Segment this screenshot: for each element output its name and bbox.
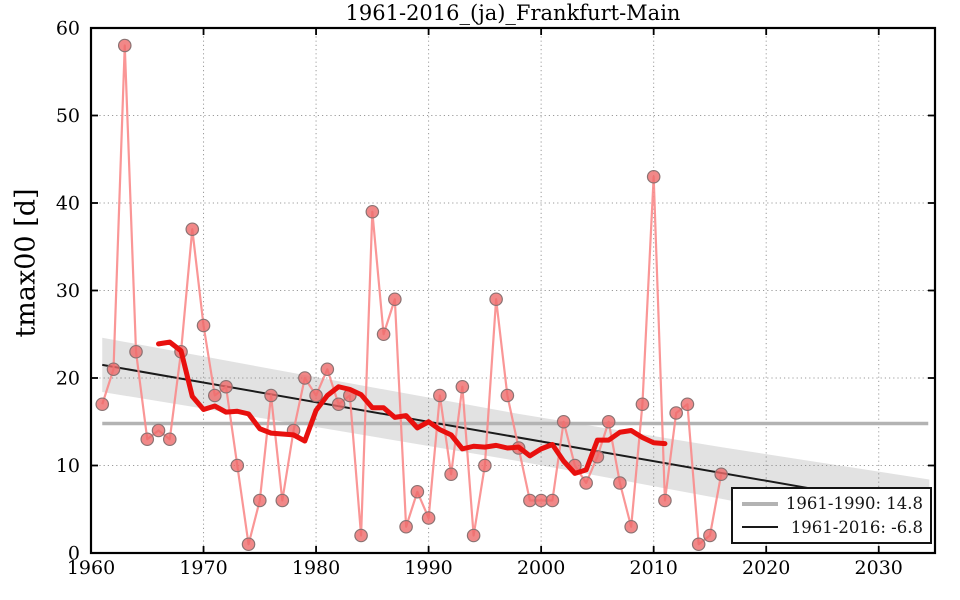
data-point <box>635 397 650 412</box>
data-point <box>669 406 683 420</box>
running-mean-line <box>156 339 668 476</box>
data-point <box>421 511 436 525</box>
data-point <box>545 493 560 508</box>
data-point <box>624 519 638 534</box>
legend-label-reference-mean: 1961-1990: 14.8 <box>785 494 923 514</box>
legend-label-trend: 1961-2016: -6.8 <box>790 517 923 537</box>
data-point <box>433 388 447 403</box>
data-point <box>478 458 492 473</box>
data-point <box>703 528 717 543</box>
axis-tick-labels: 1960 1970 1980 1990 2000 2010 2020 203001020304… <box>56 18 903 580</box>
data-point <box>556 414 571 429</box>
data-point <box>579 476 593 490</box>
data-point <box>207 388 222 403</box>
y-tick-label: 60 <box>56 18 80 40</box>
data-point <box>388 292 402 307</box>
data-point <box>399 519 413 534</box>
data-point <box>162 432 177 447</box>
data-point <box>106 362 121 377</box>
legend: 1961-1990: 14.8 1961-2016: -6.8 <box>731 487 932 544</box>
chart-title: 1961-2016_(ja)_Frankfurt-Main <box>345 1 681 25</box>
data-point <box>95 397 110 412</box>
data-point <box>252 493 267 508</box>
data-point <box>410 484 425 499</box>
data-point <box>613 476 627 490</box>
x-tick-label: 1970 <box>179 557 227 579</box>
data-point <box>376 327 391 342</box>
data-point <box>500 388 515 403</box>
y-tick-label: 10 <box>56 455 80 477</box>
y-tick-label: 40 <box>56 193 80 215</box>
x-tick-label: 2020 <box>742 557 790 579</box>
data-point <box>455 379 470 394</box>
data-point <box>365 204 380 219</box>
data-point <box>117 38 132 53</box>
data-point <box>309 388 323 403</box>
trend-line-sample <box>742 526 778 529</box>
annual-series-line <box>101 44 723 546</box>
x-tick-label: 2030 <box>855 557 903 579</box>
y-tick-label: 20 <box>56 368 80 390</box>
legend-item-reference-mean: 1961-1990: 14.8 <box>742 494 923 513</box>
y-tick-label: 0 <box>68 543 80 565</box>
data-point <box>298 371 312 385</box>
data-point <box>646 169 661 184</box>
data-point <box>320 362 335 377</box>
data-point <box>466 528 481 543</box>
data-point <box>523 493 537 508</box>
x-tick-label: 1960 <box>67 557 115 579</box>
data-point <box>489 292 503 307</box>
data-point <box>264 388 278 403</box>
data-point <box>230 458 245 473</box>
data-point <box>601 414 616 429</box>
axis-ticks <box>90 27 935 554</box>
reference-mean-line-sample <box>742 501 778 506</box>
legend-item-trend: 1961-2016: -6.8 <box>742 518 923 537</box>
data-point <box>444 467 458 482</box>
data-point <box>241 537 256 552</box>
data-point <box>680 397 695 412</box>
data-point <box>196 318 211 333</box>
data-point <box>185 222 200 237</box>
data-point <box>658 493 672 508</box>
data-point <box>714 467 728 482</box>
data-point <box>151 423 166 438</box>
data-point <box>534 493 548 508</box>
x-tick-label: 1980 <box>292 557 340 579</box>
y-tick-label: 30 <box>56 280 80 302</box>
data-point <box>140 432 155 447</box>
data-point <box>219 379 233 394</box>
data-point <box>275 493 290 508</box>
data-point <box>331 397 346 412</box>
data-point <box>354 528 368 543</box>
data-point <box>129 344 143 359</box>
data-point <box>691 537 706 552</box>
data-series <box>95 38 728 552</box>
x-tick-label: 2010 <box>629 557 677 579</box>
y-tick-label: 50 <box>56 105 80 127</box>
x-tick-label: 2000 <box>517 557 565 579</box>
x-tick-label: 1990 <box>404 557 452 579</box>
